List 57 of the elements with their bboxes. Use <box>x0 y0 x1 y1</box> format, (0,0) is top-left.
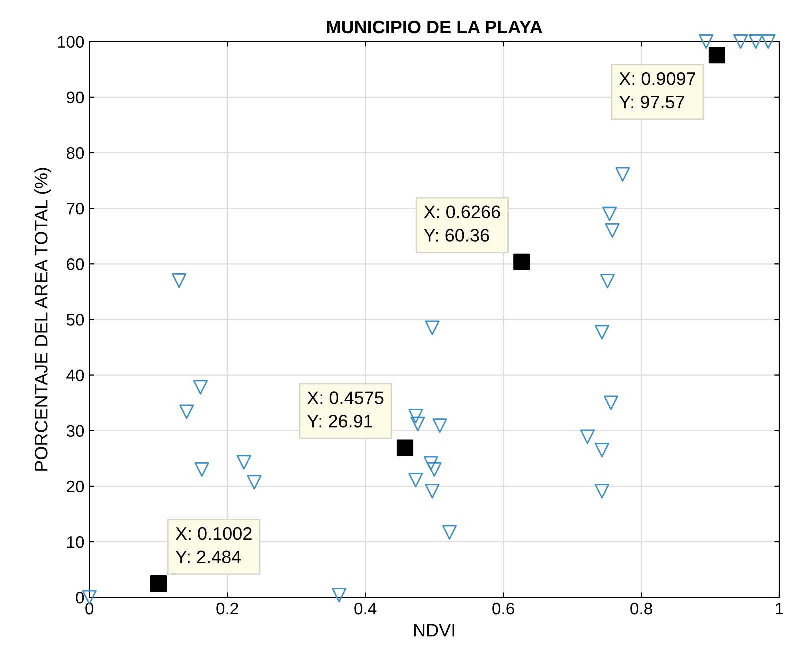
point <box>761 34 776 50</box>
y-tick-label: 10 <box>67 536 84 548</box>
x-axis-title: NDVI <box>414 624 454 637</box>
y-tick-label: 20 <box>67 480 84 493</box>
point <box>580 430 596 444</box>
point <box>408 409 424 424</box>
x-tick-label: 0.8 <box>630 602 652 615</box>
y-tick-label: 30 <box>66 425 84 438</box>
y-tick-label: 70 <box>67 202 84 215</box>
y-axis-title: PORCENTAJE DEL AREA TOTAL (%) <box>34 168 52 471</box>
point <box>150 575 168 592</box>
point <box>616 167 630 182</box>
x-tick-label: 0.2 <box>216 602 238 615</box>
x-tick-label: 0.6 <box>492 602 514 615</box>
point <box>427 462 442 478</box>
point <box>604 396 618 410</box>
annotation: X: 0.1002 Y: 2.484 <box>176 527 252 564</box>
point <box>594 325 610 340</box>
point <box>602 206 618 222</box>
point <box>748 34 764 50</box>
point <box>708 47 726 64</box>
point <box>734 34 748 50</box>
chart-title: MUNICIPIO DE LA PLAYA <box>327 20 542 34</box>
y-tick-label: 100 <box>58 36 84 48</box>
point <box>442 525 458 540</box>
x-tick-label: 0 <box>86 602 94 615</box>
point <box>236 455 252 470</box>
point <box>194 462 210 478</box>
point <box>247 475 262 490</box>
point <box>332 588 347 603</box>
x-tick-label: 0.4 <box>354 602 377 615</box>
y-tick-label: 0 <box>76 592 84 604</box>
point <box>193 380 208 395</box>
point <box>396 440 414 456</box>
x-tick-label: 1 <box>776 603 784 615</box>
point <box>425 320 440 336</box>
point <box>699 34 714 50</box>
point <box>594 484 610 499</box>
y-tick-label: 60 <box>67 258 84 270</box>
point <box>172 274 187 288</box>
annotation: X: 0.4575 Y: 26.91 <box>308 392 384 428</box>
point <box>425 484 440 499</box>
annotation: X: 0.6266 Y: 60.36 <box>424 206 500 242</box>
y-tick-label: 80 <box>66 147 84 160</box>
y-tick-label: 90 <box>66 92 84 104</box>
point <box>594 443 610 458</box>
point <box>424 456 438 471</box>
point <box>180 404 194 420</box>
point <box>605 224 620 238</box>
point <box>432 418 448 434</box>
y-tick-label: 40 <box>66 370 84 382</box>
point <box>600 274 616 289</box>
point <box>410 416 426 432</box>
annotation: X: 0.9097 Y: 97.57 <box>619 72 696 109</box>
point <box>514 254 530 270</box>
point <box>408 473 424 488</box>
y-tick-label: 50 <box>66 314 84 326</box>
